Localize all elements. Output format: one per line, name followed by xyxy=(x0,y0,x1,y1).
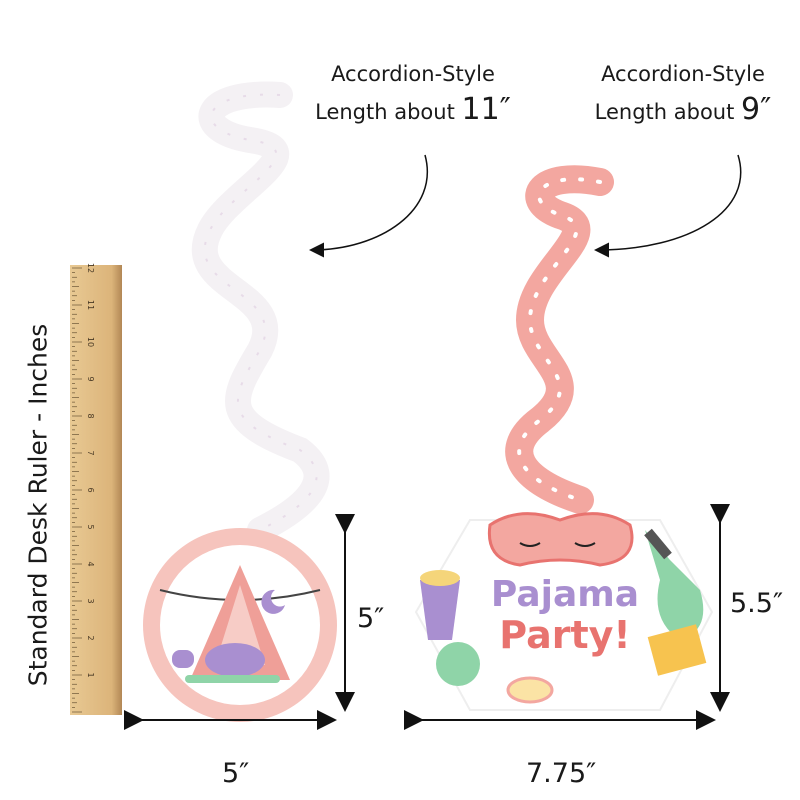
ruler-number: 11 xyxy=(86,300,95,310)
ruler-number: 4 xyxy=(86,561,95,566)
ruler-number: 9 xyxy=(86,376,95,381)
hex-width-label: 7.75″ xyxy=(526,758,597,789)
callout-right-line1: Accordion-Style xyxy=(601,62,765,86)
callout-right-length: 9″ xyxy=(741,92,772,127)
ruler-label: Standard Desk Ruler - Inches xyxy=(23,323,53,687)
hex-title-line2: Party! xyxy=(499,613,631,657)
pajama-party-hexagon-cutout xyxy=(414,512,714,711)
round-tent-cutout xyxy=(143,528,337,722)
ruler-number: 1 xyxy=(86,672,95,677)
callout-right-prefix: Length about xyxy=(594,100,742,124)
right-swirl-streamer xyxy=(505,165,614,514)
callout-left-length: 11″ xyxy=(461,92,511,127)
ruler-number: 5 xyxy=(86,524,95,529)
callout-left: Accordion-Style Length about 11″ xyxy=(283,62,543,127)
circle-height-label: 5″ xyxy=(357,603,385,634)
ruler-number: 6 xyxy=(86,487,95,492)
ruler-number: 2 xyxy=(86,635,95,640)
circle-width-label: 5″ xyxy=(222,758,250,789)
hex-height-label: 5.5″ xyxy=(730,588,784,619)
callout-left-prefix: Length about xyxy=(315,100,462,124)
callout-left-line1: Accordion-Style xyxy=(331,62,495,86)
callout-arrow-right xyxy=(594,154,742,258)
ruler-number: 12 xyxy=(86,263,95,273)
callout-right: Accordion-Style Length about 9″ xyxy=(553,62,800,127)
ruler-number: 8 xyxy=(86,413,95,418)
hex-title: Pajama Party! xyxy=(470,574,660,657)
hex-title-line1: Pajama xyxy=(490,574,640,615)
ruler-number: 10 xyxy=(86,337,95,347)
callout-arrow-left xyxy=(309,154,428,258)
ruler-number: 3 xyxy=(86,598,95,603)
ruler-number: 7 xyxy=(86,450,95,455)
left-swirl-streamer xyxy=(191,81,330,543)
